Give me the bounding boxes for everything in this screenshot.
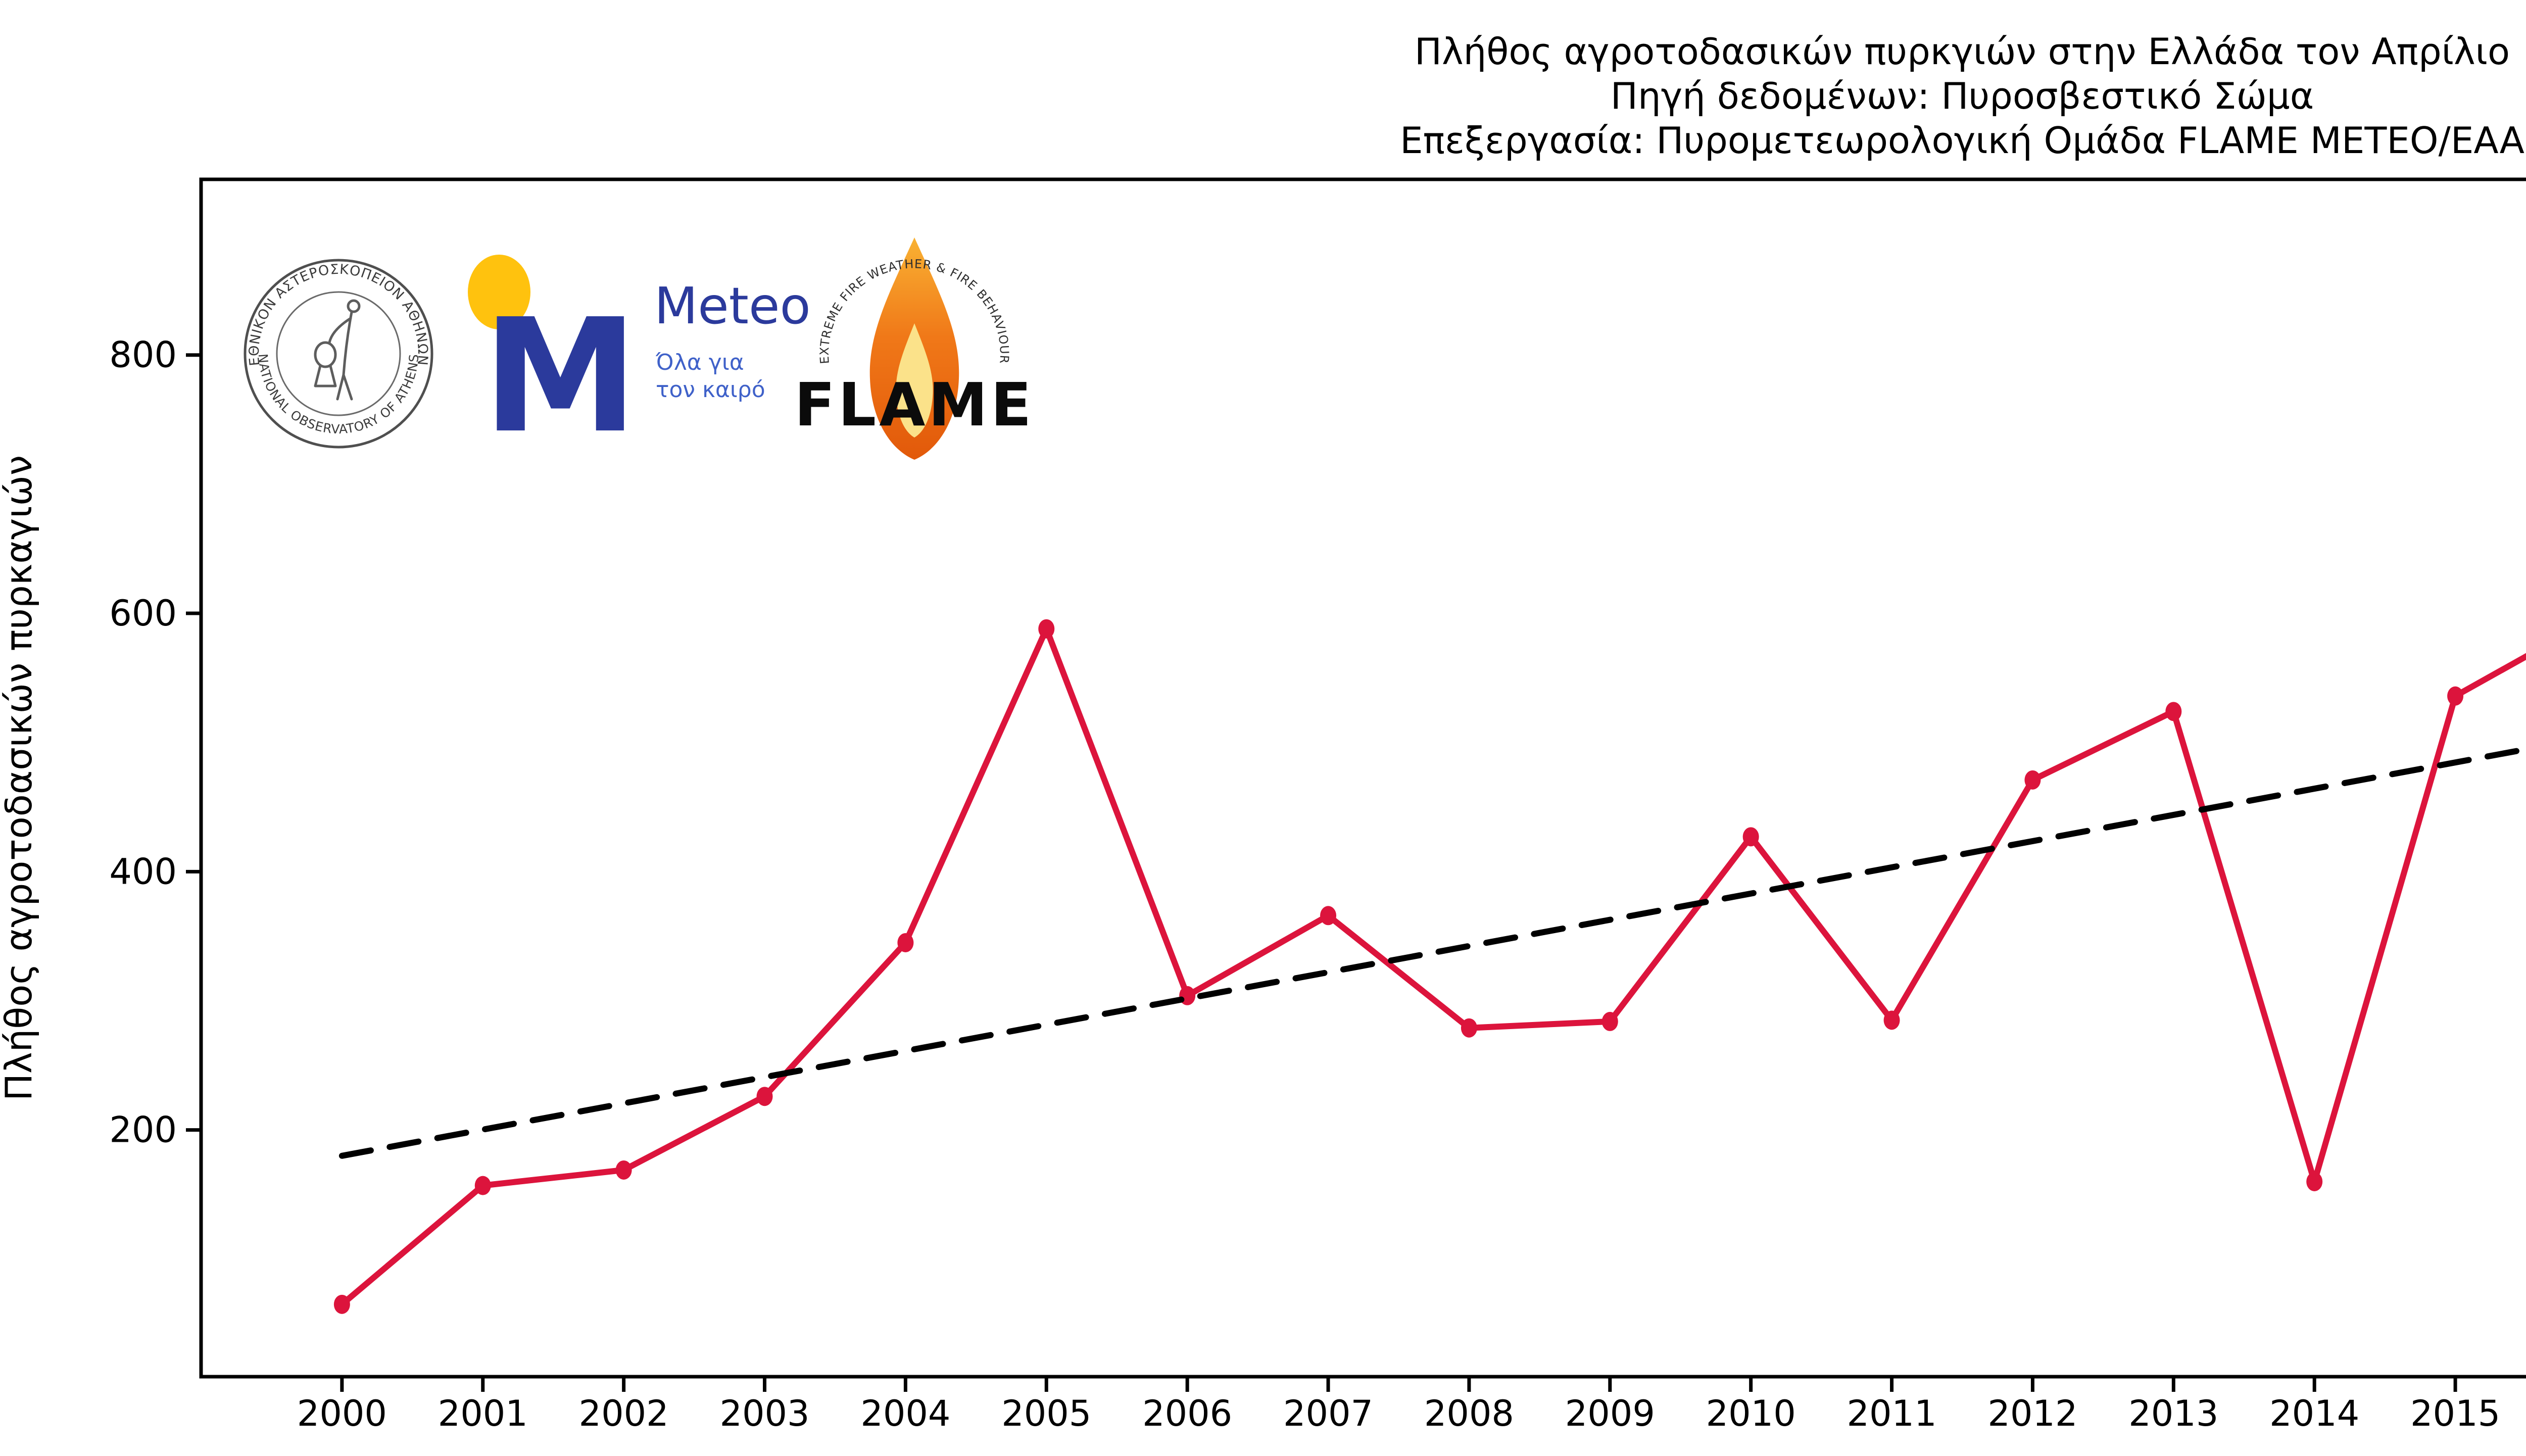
x-tick-label: 2007	[1283, 1393, 1373, 1434]
y-axis-label: Πλήθος αγροτοδασικών πυρκαγιών	[0, 455, 40, 1101]
noa-seal-outer-ring	[244, 259, 433, 449]
x-tick-label: 2004	[860, 1393, 950, 1434]
x-tick-label: 2012	[1987, 1393, 2077, 1434]
x-tick-label: 2001	[438, 1393, 528, 1434]
data-point	[1742, 827, 1759, 847]
x-tick-label: 2002	[579, 1393, 669, 1434]
y-tick-label: 800	[109, 334, 177, 376]
data-point	[2447, 686, 2464, 706]
data-point	[1883, 1010, 1900, 1030]
data-point	[474, 1176, 491, 1195]
data-point	[2165, 702, 2182, 721]
title-line-1: Πλήθος αγροτοδασικών πυρκγιών στην Ελλάδ…	[1414, 30, 2510, 73]
title-line-2: Πηγή δεδομένων: Πυροσβεστικό Σώμα	[1610, 75, 2314, 117]
data-point	[1320, 906, 1337, 926]
data-point	[333, 1294, 350, 1314]
x-tick-label: 2014	[2269, 1393, 2359, 1434]
flame-inner-icon	[896, 323, 933, 438]
data-point	[756, 1087, 773, 1106]
noa-top-text: ΕΘΝΙΚΟΝ ΑΣΤΕΡΟΣΚΟΠΕΙΟΝ ΑΘΗΝΩΝ	[247, 262, 430, 367]
flame-name: FLAME	[794, 370, 1034, 440]
meteo-m: M	[482, 285, 639, 468]
x-tick-label: 2008	[1424, 1393, 1514, 1434]
meteo-tagline-1: Όλα για	[655, 350, 744, 375]
x-tick-label: 2013	[2128, 1393, 2218, 1434]
plot-area: 2000 2001 2002 2003 2004 2005 2006 2007 2008 2009…	[109, 177, 2526, 1434]
x-tick-label: 2006	[1142, 1393, 1232, 1434]
x-tick-label: 2010	[1706, 1393, 1796, 1434]
trend-line	[338, 746, 2526, 1159]
meteo-tagline-2: τον καιρό	[656, 377, 765, 403]
y-tick-label: 200	[109, 1109, 177, 1151]
meteo-logo: M Meteo Όλα για τον καιρό	[468, 255, 811, 468]
data-point	[1461, 1018, 1477, 1038]
x-tick-label: 2015	[2410, 1393, 2500, 1434]
svg-text:ΕΘΝΙΚΟΝ ΑΣΤΕΡΟΣΚΟΠΕΙΟΝ ΑΘΗΝΩΝ: ΕΘΝΙΚΟΝ ΑΣΤΕΡΟΣΚΟΠΕΙΟΝ ΑΘΗΝΩΝ	[247, 262, 431, 367]
noa-seal-inner-ring	[276, 291, 401, 416]
data-point	[1038, 619, 1055, 639]
title-line-3: Επεξεργασία: Πυρομετεωρολογική Ομάδα FLA…	[1400, 119, 2524, 162]
x-tick-label: 2011	[1847, 1393, 1936, 1434]
data-point	[2024, 770, 2041, 790]
x-tick-label: 2003	[719, 1393, 809, 1434]
y-tick-label: 400	[109, 851, 177, 892]
y-tick-label: 600	[109, 593, 177, 634]
noa-figure-icon	[314, 299, 361, 401]
data-point	[1601, 1011, 1618, 1031]
meteo-name: Meteo	[654, 276, 811, 335]
x-tick-label: 2009	[1565, 1393, 1655, 1434]
data-point	[2306, 1172, 2323, 1191]
noa-logo: ΕΘΝΙΚΟΝ ΑΣΤΕΡΟΣΚΟΠΕΙΟΝ ΑΘΗΝΩΝ NATIONAL O…	[244, 259, 433, 449]
data-point	[615, 1160, 632, 1180]
x-tick-label: 2005	[1001, 1393, 1091, 1434]
chart-title: Πλήθος αγροτοδασικών πυρκγιών στην Ελλάδ…	[201, 29, 2526, 163]
data-point	[897, 933, 914, 952]
x-tick-label: 2000	[297, 1393, 387, 1434]
meteo-dot-icon	[468, 255, 530, 329]
axes-spines	[199, 177, 2526, 1379]
flame-logo: EXTREME FIRE WEATHER & FIRE BEHAVIOUR FL…	[794, 237, 1034, 460]
